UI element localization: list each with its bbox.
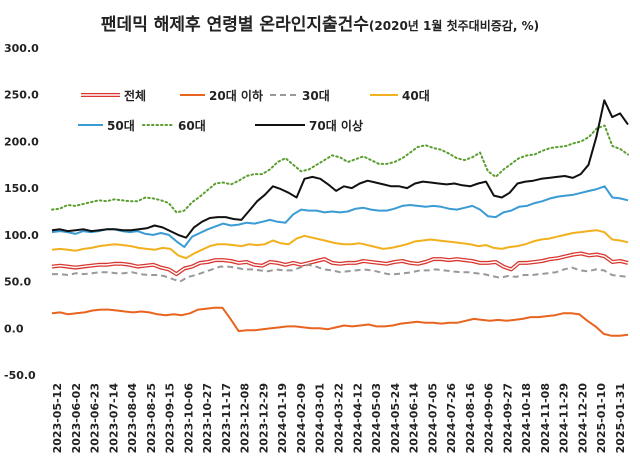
x-tick-label: 2024-11-29 [558,383,571,453]
chart-title-main: 팬데믹 해제후 연령별 온라인지출건수 [100,15,369,35]
series-path [51,185,629,248]
y-tick-label: 300.0 [4,42,39,55]
legend-label: 전체 [124,88,146,103]
legend-item-4: 50대 [78,119,135,133]
x-tick-label: 2024-08-16 [464,383,477,454]
x-tick-label: 2024-03-01 [314,383,327,453]
x-tick-label: 2023-09-15 [164,383,177,453]
legend-label: 40대 [402,89,430,103]
x-tick-label: 2023-12-08 [239,383,252,453]
legend-item-3: 40대 [370,89,430,103]
series-line-6 [51,99,629,239]
series-line-5 [51,124,629,214]
series-line-2 [52,263,629,283]
x-tick-label: 2023-06-23 [89,383,102,453]
x-tick-label: 2024-09-06 [483,383,496,454]
legend-item-6: 70대 이상 [255,118,363,133]
y-tick-label: 100.0 [4,229,39,242]
x-tick-label: 2024-01-19 [276,383,289,453]
x-tick-label: 2025-01-10 [595,383,608,454]
x-tick-label: 2023-11-17 [220,383,233,453]
x-tick-label: 2024-07-05 [426,383,439,453]
x-tick-label: 2024-05-24 [389,383,402,454]
x-tick-label: 2023-06-02 [70,383,83,453]
x-tick-label: 2023-12-29 [257,383,270,453]
y-tick-label: -50.0 [4,369,36,382]
y-tick-label: 0.0 [4,322,24,335]
x-tick-label: 2023-07-14 [107,383,120,454]
series-line-3 [51,229,629,260]
chart-title: 팬데믹 해제후 연령별 온라인지출건수(2020년 1월 첫주대비증감, %) [0,10,640,35]
x-tick-label: 2024-07-26 [445,383,458,454]
x-tick-label: 2024-12-20 [576,383,589,454]
y-axis: 300.0 250.0 200.0 150.0 100.0 50.0 0.0 -50.0 [4,42,39,382]
x-tick-label: 2024-05-03 [370,383,383,453]
legend-item-1: 20대 이하 [180,88,263,103]
legend-label: 50대 [107,119,135,133]
legend-item-5: 60대 [142,119,206,133]
legend-label: 20대 이하 [209,88,263,103]
x-tick-label: 2025-01-31 [614,383,627,453]
x-axis: 2023-05-12 2023-06-02 2023-06-23 2023-07-14… [51,383,627,454]
x-tick-label: 2023-10-27 [201,383,214,453]
series-path [52,263,629,283]
series-path [51,306,629,337]
x-tick-label: 2024-06-14 [408,383,421,454]
y-tick-label: 200.0 [4,135,39,148]
x-tick-label: 2024-04-12 [351,383,364,453]
legend-label: 30대 [302,89,330,103]
series-line-inner [51,252,629,275]
y-tick-label: 50.0 [4,276,31,289]
series-path [51,124,629,214]
x-tick-label: 2024-09-27 [501,383,514,453]
x-tick-label: 2024-03-22 [333,383,346,453]
series-line-1 [51,306,629,337]
x-tick-label: 2024-11-08 [539,383,552,453]
series-layer [51,99,629,337]
x-tick-label: 2023-08-25 [145,383,158,453]
series-path [51,99,629,239]
x-tick-label: 2023-08-04 [126,383,139,454]
legend-label: 70대 이상 [309,118,363,133]
x-tick-label: 2023-05-12 [51,383,64,453]
legend-label: 60대 [178,119,206,133]
series-line-4 [51,185,629,248]
y-tick-label: 150.0 [4,182,39,195]
series-line-0 [51,251,629,277]
x-tick-label: 2024-02-09 [295,383,308,453]
x-tick-label: 2023-10-06 [182,383,195,454]
y-tick-label: 250.0 [4,89,39,102]
legend-item-0: 전체 [81,88,146,103]
legend-item-2: 30대 [270,89,330,103]
chart-subtitle: (2020년 1월 첫주대비증감, %) [368,19,540,33]
series-path [51,229,629,260]
legend: 전체 20대 이하 30대 40대 50대 60대 70대 이상 [78,88,430,133]
x-tick-label: 2024-10-18 [520,383,533,453]
